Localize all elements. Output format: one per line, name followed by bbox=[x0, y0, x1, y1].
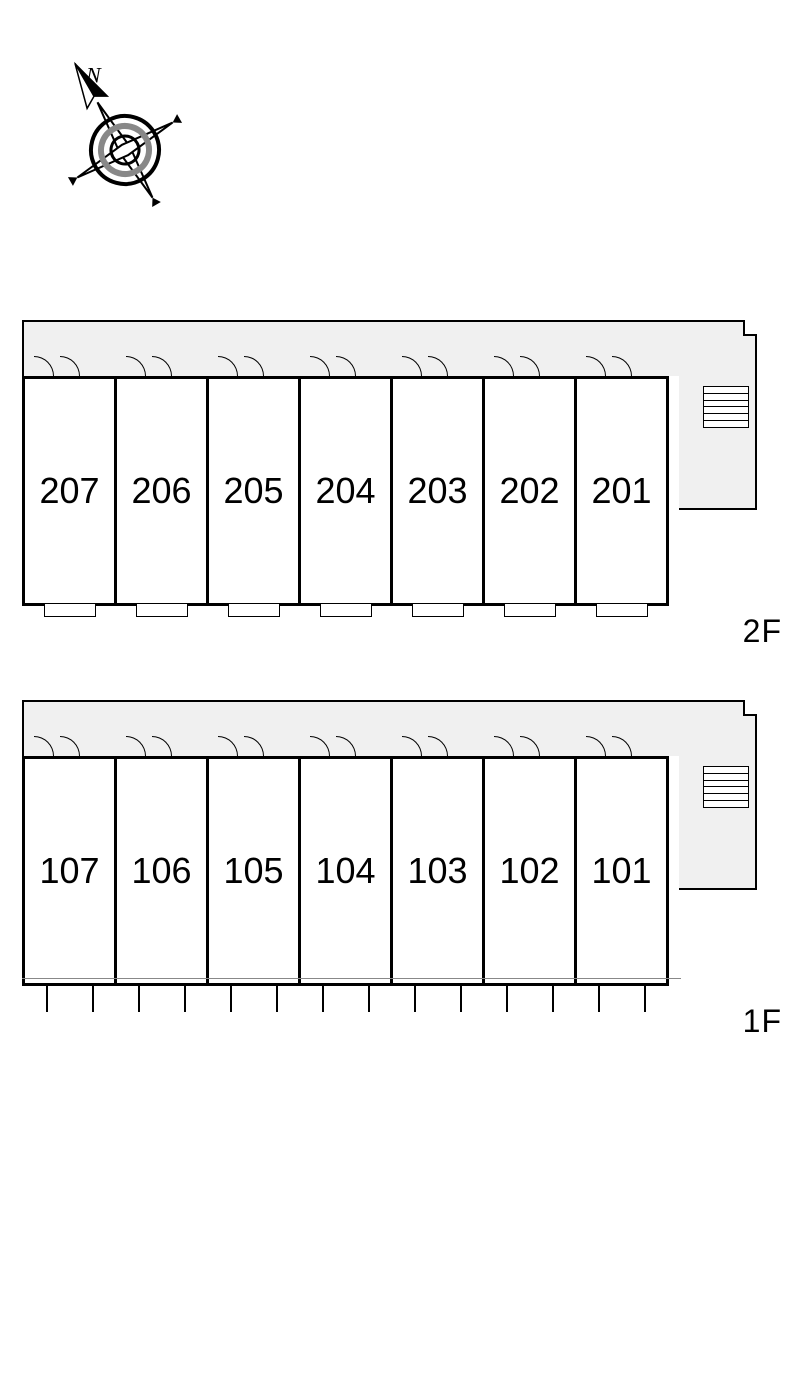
window-sill-1f bbox=[22, 978, 681, 979]
unit-207: 207 bbox=[22, 376, 117, 606]
unit-label: 102 bbox=[499, 850, 559, 892]
stair-landing-1f bbox=[679, 700, 757, 890]
unit-201: 201 bbox=[574, 376, 669, 606]
floor-2f: 207 206 205 204 203 202 201 2F bbox=[20, 320, 780, 640]
unit-label: 206 bbox=[131, 470, 191, 512]
unit-206: 206 bbox=[114, 376, 209, 606]
unit-101: 101 bbox=[574, 756, 669, 986]
unit-label: 103 bbox=[407, 850, 467, 892]
unit-label: 106 bbox=[131, 850, 191, 892]
unit-105: 105 bbox=[206, 756, 301, 986]
unit-204: 204 bbox=[298, 376, 393, 606]
unit-label: 105 bbox=[223, 850, 283, 892]
unit-107: 107 bbox=[22, 756, 117, 986]
units-row-1f: 107 106 105 104 103 102 101 bbox=[22, 756, 669, 986]
window-ticks-1f bbox=[22, 986, 669, 1016]
stairs-icon-2f bbox=[703, 386, 749, 428]
unit-label: 202 bbox=[499, 470, 559, 512]
unit-104: 104 bbox=[298, 756, 393, 986]
units-row-2f: 207 206 205 204 203 202 201 bbox=[22, 376, 669, 606]
unit-label: 207 bbox=[39, 470, 99, 512]
floor-1f: 107 106 105 104 103 102 101 1F bbox=[20, 700, 780, 1030]
unit-102: 102 bbox=[482, 756, 577, 986]
unit-label: 104 bbox=[315, 850, 375, 892]
unit-label: 107 bbox=[39, 850, 99, 892]
doors-row-2f bbox=[22, 350, 669, 376]
unit-label: 205 bbox=[223, 470, 283, 512]
floor-label-2f: 2F bbox=[743, 613, 782, 650]
unit-205: 205 bbox=[206, 376, 301, 606]
stairs-icon-1f bbox=[703, 766, 749, 808]
unit-label: 204 bbox=[315, 470, 375, 512]
unit-label: 101 bbox=[591, 850, 651, 892]
unit-103: 103 bbox=[390, 756, 485, 986]
balconies-row-2f bbox=[22, 606, 669, 624]
floor-label-1f: 1F bbox=[743, 1003, 782, 1040]
compass-rose: N bbox=[40, 30, 210, 230]
unit-label: 201 bbox=[591, 470, 651, 512]
floorplan-canvas: N 207 206 205 204 2 bbox=[0, 0, 800, 1373]
unit-203: 203 bbox=[390, 376, 485, 606]
compass-n-label: N bbox=[85, 62, 102, 87]
unit-106: 106 bbox=[114, 756, 209, 986]
unit-202: 202 bbox=[482, 376, 577, 606]
unit-label: 203 bbox=[407, 470, 467, 512]
stair-landing-2f bbox=[679, 320, 757, 510]
doors-row-1f bbox=[22, 730, 669, 756]
